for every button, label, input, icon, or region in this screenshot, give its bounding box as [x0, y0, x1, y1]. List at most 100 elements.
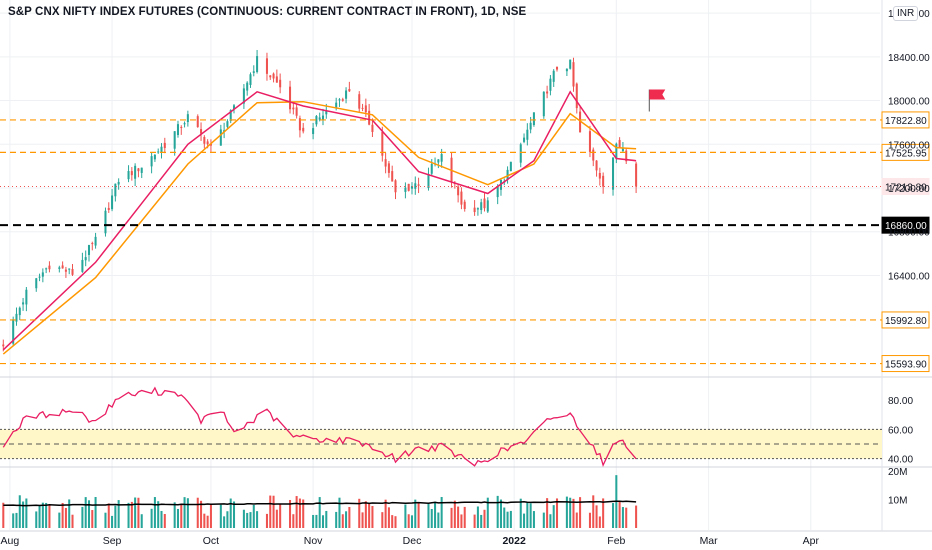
volume-bar	[434, 501, 437, 528]
volume-bar	[41, 502, 44, 528]
candle-body	[84, 257, 87, 261]
candle-body	[476, 208, 479, 210]
volume-bar	[219, 504, 222, 528]
volume-bar	[275, 509, 278, 528]
volume-bar	[480, 514, 483, 528]
volume-bar	[546, 498, 549, 528]
rsi-axis-tick: 60.00	[888, 425, 913, 436]
candle-body	[160, 146, 163, 153]
volume-bar	[71, 514, 74, 528]
volume-bar	[529, 503, 532, 528]
volume-bar	[289, 499, 292, 528]
volume-bar	[107, 503, 110, 528]
volume-bar	[335, 511, 338, 528]
volume-bar	[272, 495, 275, 528]
volume-bar	[186, 498, 189, 528]
volume-bar	[473, 514, 476, 528]
volume-bar	[368, 503, 371, 528]
volume-bar	[232, 501, 236, 528]
candle-body	[249, 74, 252, 85]
volume-bar	[612, 503, 615, 528]
volume-bar	[575, 512, 578, 528]
time-axis-tick: Feb	[607, 535, 625, 547]
candle-body	[186, 114, 189, 123]
candle-body	[265, 58, 268, 74]
candle-body	[206, 141, 209, 145]
currency-badge[interactable]: INR	[893, 6, 919, 21]
volume-bar	[18, 495, 21, 528]
candle-body	[318, 117, 321, 120]
volume-bar	[137, 497, 140, 528]
candle-body	[312, 128, 315, 135]
candle-body	[157, 151, 160, 153]
volume-bar	[91, 510, 94, 528]
candle-body	[338, 99, 341, 101]
volume-bar	[549, 514, 552, 528]
volume-bar	[12, 513, 15, 528]
candle-body	[394, 180, 397, 193]
volume-bar	[532, 511, 535, 528]
candle-body	[450, 157, 453, 182]
candle-body	[523, 137, 526, 142]
volume-bar	[476, 506, 479, 528]
candle-body	[229, 110, 232, 121]
candle-body	[387, 163, 390, 173]
volume-bar	[579, 497, 582, 528]
price-level-label: 17822.80	[885, 116, 927, 127]
volume-bar	[318, 497, 321, 528]
price-level-label: 15593.90	[885, 360, 927, 371]
candle-body	[61, 265, 64, 269]
candle-body	[460, 191, 463, 205]
candle-body	[18, 307, 21, 316]
candle-body	[358, 94, 361, 109]
volume-bar	[509, 510, 512, 528]
candle-body	[565, 68, 568, 72]
volume-bar	[635, 505, 638, 528]
candle-body	[506, 169, 509, 180]
volume-bar	[555, 498, 559, 528]
candle-body	[200, 129, 203, 134]
volume-ma-line	[3, 500, 637, 507]
volume-bar	[140, 514, 143, 528]
volume-bar	[621, 507, 624, 528]
volume-bar	[111, 515, 114, 528]
candle-body	[572, 62, 575, 87]
candle-body	[598, 172, 601, 179]
price-axis-tick: 18000.00	[888, 97, 930, 108]
candle-body	[579, 111, 582, 133]
volume-bar	[295, 496, 298, 528]
candle-body	[621, 148, 624, 152]
candle-body	[430, 163, 433, 174]
volume-bar	[414, 499, 417, 528]
candle-body	[519, 144, 522, 163]
volume-bar	[404, 504, 407, 528]
candle-body	[107, 207, 110, 210]
candle-body	[427, 174, 430, 188]
candle-body	[440, 154, 443, 162]
candle-body	[94, 236, 97, 246]
volume-bar	[450, 507, 453, 528]
candle-body	[232, 105, 236, 110]
candle-body	[203, 136, 206, 144]
candle-body	[209, 143, 212, 146]
volume-bar	[341, 514, 344, 528]
volume-bar	[496, 495, 499, 528]
candle-body	[71, 268, 74, 275]
candle-body	[549, 78, 552, 91]
candle-body	[58, 267, 61, 269]
candle-body	[64, 269, 67, 272]
price-axis-tick: 16400.00	[888, 271, 930, 282]
candle-body	[256, 56, 259, 72]
volume-bar	[321, 515, 325, 528]
candle-body	[509, 161, 512, 172]
candle-body	[612, 157, 615, 190]
volume-bar	[249, 512, 252, 528]
candle-body	[114, 183, 117, 197]
candle-body	[134, 165, 137, 179]
candle-body	[226, 121, 229, 127]
candle-body	[117, 181, 120, 185]
volume-bar	[226, 511, 229, 528]
volume-bar	[157, 501, 160, 528]
time-axis-tick: Sep	[103, 535, 122, 547]
